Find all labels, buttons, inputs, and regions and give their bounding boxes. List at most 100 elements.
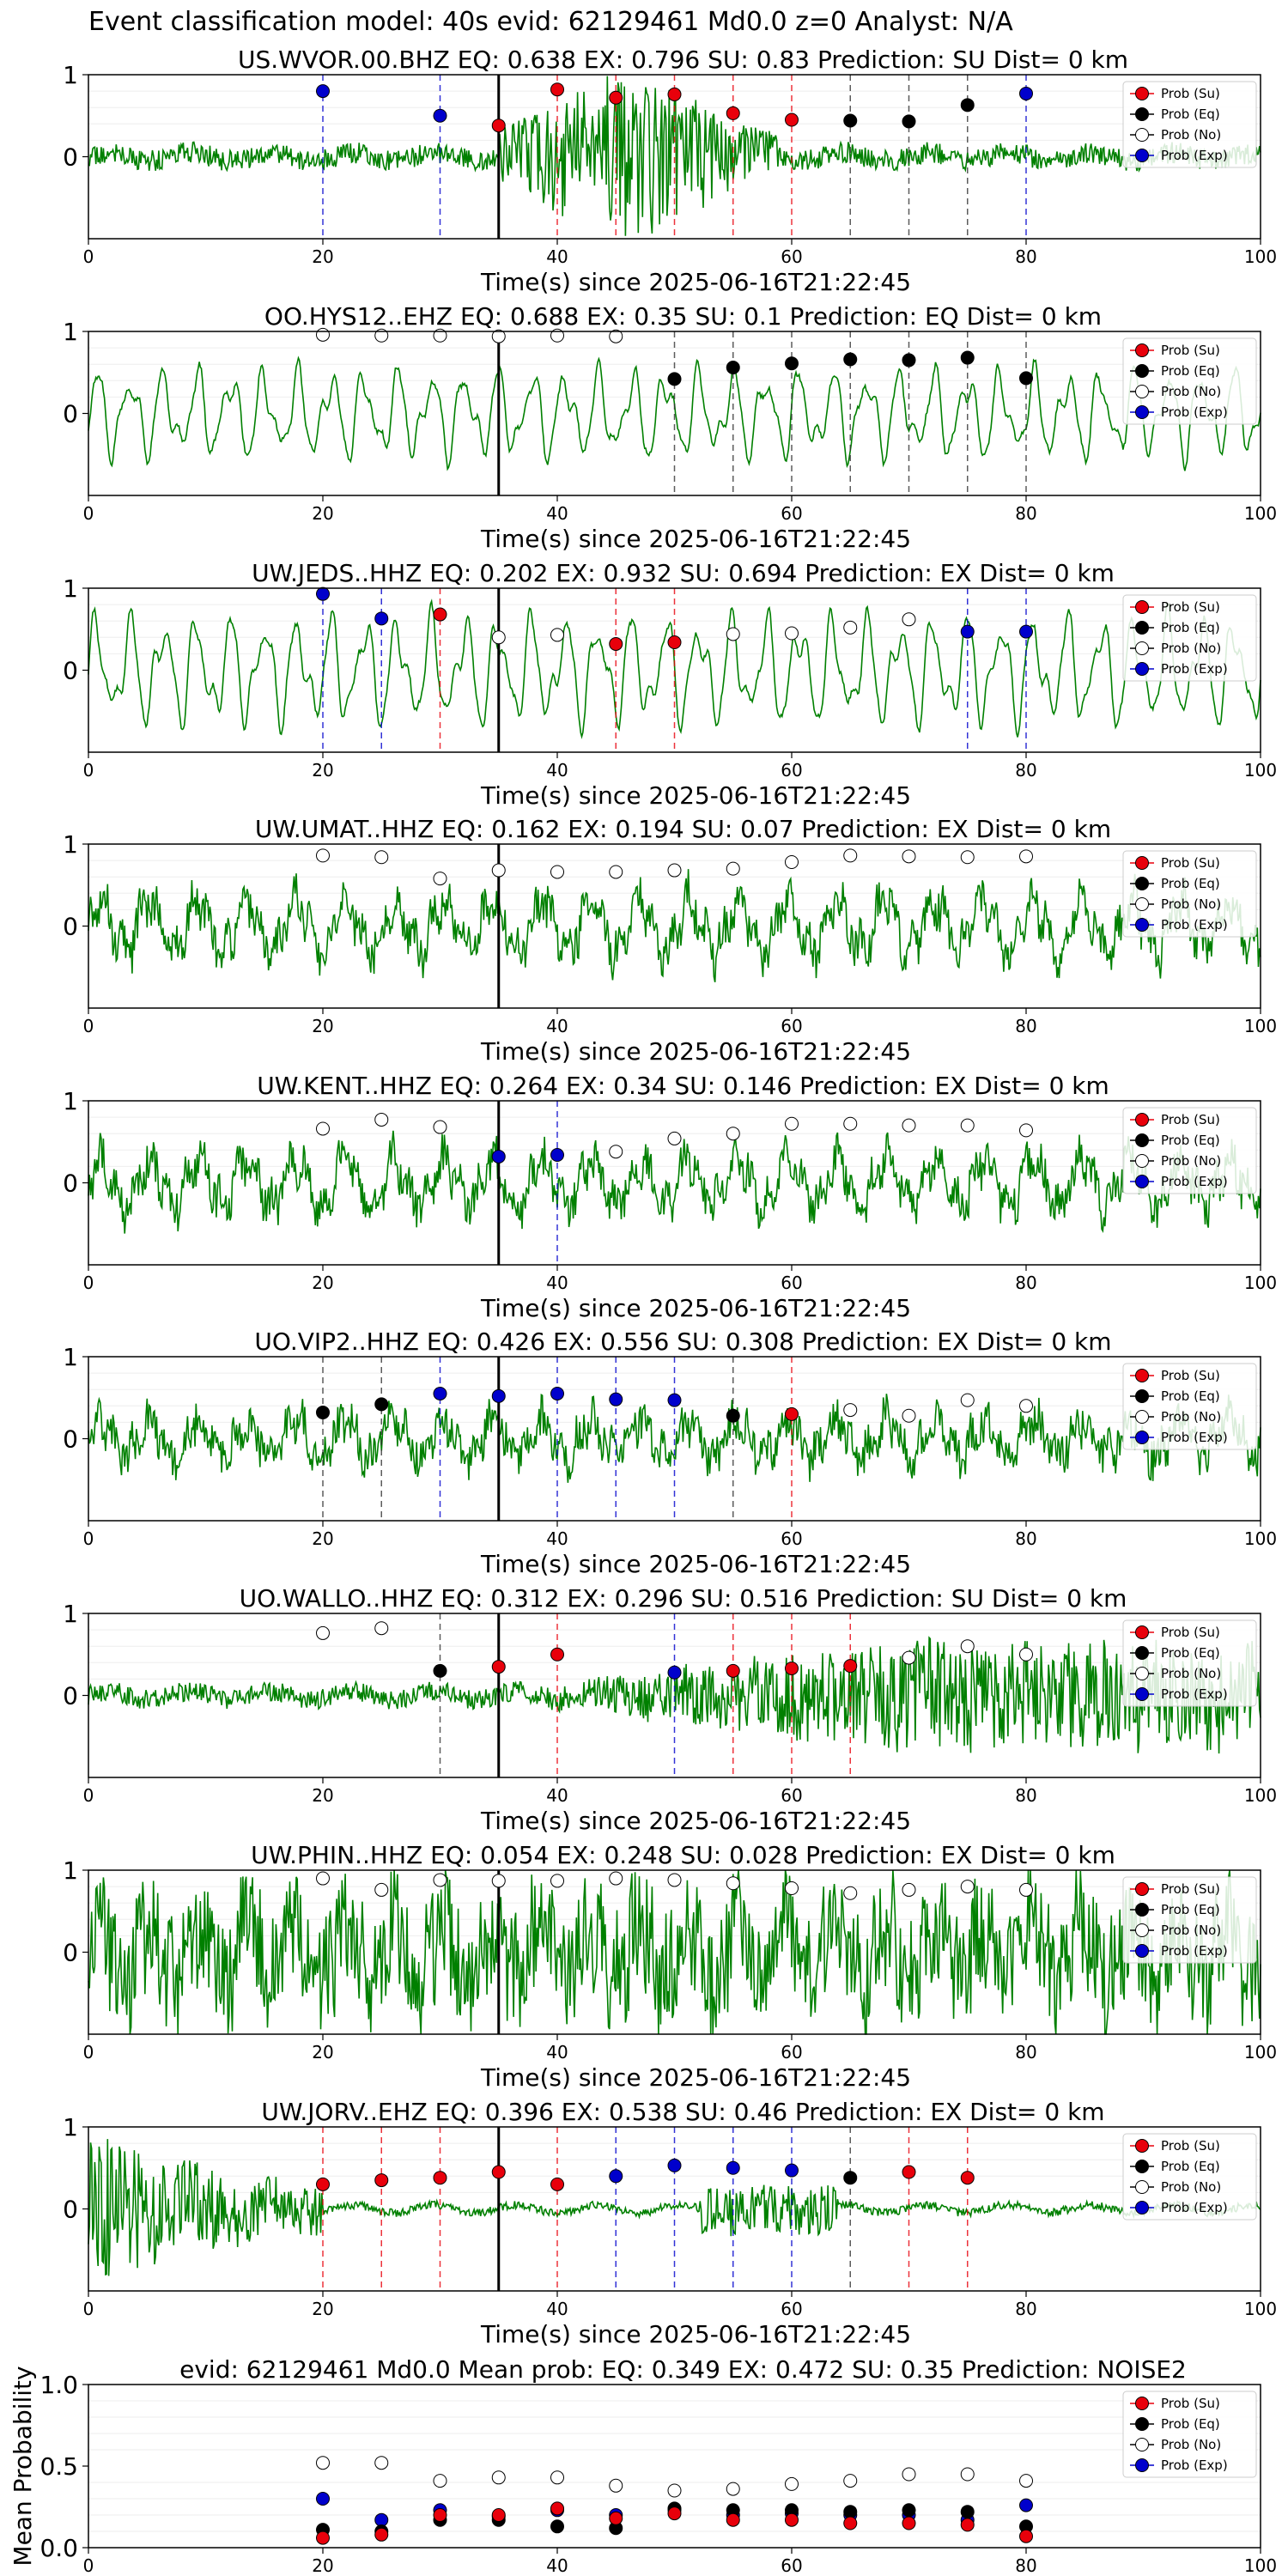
y-tick-label: 1: [63, 1856, 78, 1885]
prob-point: [902, 353, 916, 368]
x-tick-label: 60: [781, 503, 802, 524]
prob-point: [960, 1118, 975, 1133]
prob-point: [726, 106, 740, 120]
x-tick-label: 60: [781, 1785, 802, 1806]
mean-prob-point: [550, 2519, 564, 2534]
legend-marker-su: [1135, 343, 1149, 357]
legend-box: [1122, 850, 1257, 938]
legend-label-exp: Prob (Exp): [1161, 2458, 1228, 2473]
y-tick-label: 0: [63, 657, 78, 685]
legend-label-exp: Prob (Exp): [1161, 917, 1228, 933]
legend-marker-no: [1135, 1410, 1149, 1424]
prob-point: [726, 361, 740, 375]
y-tick-label: 1: [63, 1087, 78, 1115]
prob-point: [902, 849, 916, 864]
prob-point: [374, 611, 389, 626]
x-axis-label: Time(s) since 2025-06-16T21:22:45: [480, 525, 911, 553]
mean-prob-point: [316, 2492, 330, 2506]
mean-prob-point: [550, 2501, 564, 2516]
legend-marker-su: [1135, 2139, 1149, 2153]
x-tick-label: 20: [312, 2555, 333, 2576]
x-tick-label: 40: [546, 503, 568, 524]
mean-prob-point: [902, 2503, 916, 2518]
legend-label-exp: Prob (Exp): [1161, 1943, 1228, 1959]
x-tick-label: 20: [312, 1016, 333, 1036]
prob-point: [609, 1871, 623, 1886]
legend-label-no: Prob (No): [1161, 2437, 1221, 2452]
legend-label-no: Prob (No): [1161, 896, 1221, 912]
y-tick-label: 1: [63, 830, 78, 859]
prob-point: [902, 1882, 916, 1897]
axes-frame: [88, 1100, 1261, 1266]
prob-point: [785, 2163, 799, 2178]
x-tick-label: 40: [546, 1528, 568, 1549]
prob-point: [785, 356, 799, 371]
prob-point: [550, 1647, 564, 1662]
prob-point: [785, 112, 799, 127]
prob-point: [785, 1881, 799, 1896]
mean-prob-point: [726, 2482, 740, 2496]
x-tick-label: 0: [83, 1785, 94, 1806]
mean-prob-point: [667, 2506, 682, 2521]
prob-point: [491, 2165, 506, 2179]
prob-point: [902, 2165, 916, 2179]
y-axis-label: Mean Probability: [9, 2366, 37, 2566]
panel-title: UW.JEDS..HHZ EQ: 0.202 EX: 0.932 SU: 0.6…: [252, 559, 1115, 587]
x-tick-label: 100: [1244, 2299, 1277, 2319]
legend-marker-exp: [1135, 2201, 1149, 2215]
panel-9: UW.JORV..EHZ EQ: 0.396 EX: 0.538 SU: 0.4…: [63, 2098, 1277, 2348]
prob-point: [843, 1886, 858, 1900]
legend-marker-exp: [1135, 1944, 1149, 1958]
prob-point: [1019, 1882, 1033, 1897]
x-tick-label: 100: [1244, 246, 1277, 267]
x-tick-label: 100: [1244, 2555, 1277, 2576]
legend-label-exp: Prob (Exp): [1161, 404, 1228, 420]
x-tick-label: 80: [1015, 503, 1036, 524]
prob-point: [667, 1393, 682, 1407]
prob-point: [960, 98, 975, 112]
prob-point: [374, 1112, 389, 1127]
x-tick-label: 40: [546, 2555, 568, 2576]
legend-label-eq: Prob (Eq): [1161, 1133, 1220, 1148]
x-tick-label: 100: [1244, 1785, 1277, 1806]
x-tick-label: 80: [1015, 1785, 1036, 1806]
y-tick-label: 1: [63, 318, 78, 346]
x-tick-label: 60: [781, 1273, 802, 1293]
legend-marker-exp: [1135, 662, 1149, 676]
prob-point: [960, 350, 975, 365]
y-tick-label: 1: [63, 1343, 78, 1371]
x-tick-label: 80: [1015, 1528, 1036, 1549]
waveform-trace: [88, 1394, 1261, 1483]
panel-5: UW.KENT..HHZ EQ: 0.264 EX: 0.34 SU: 0.14…: [63, 1072, 1277, 1322]
legend-box: [1122, 2133, 1257, 2221]
prob-point: [550, 1874, 564, 1888]
legend-box: [1122, 2391, 1257, 2478]
prob-point: [785, 1116, 799, 1131]
prob-point: [316, 2177, 330, 2191]
mean-prob-point: [843, 2474, 858, 2488]
x-axis-label: Time(s) since 2025-06-16T21:22:45: [480, 2063, 911, 2092]
y-tick-label: 1: [63, 1600, 78, 1628]
prob-point: [609, 636, 623, 651]
legend-marker-su: [1135, 1369, 1149, 1382]
x-tick-label: 20: [312, 1273, 333, 1293]
panel-3: UW.JEDS..HHZ EQ: 0.202 EX: 0.932 SU: 0.6…: [63, 559, 1277, 810]
x-tick-label: 0: [83, 503, 94, 524]
x-tick-label: 20: [312, 503, 333, 524]
legend-label-no: Prob (No): [1161, 1666, 1221, 1681]
legend-label-no: Prob (No): [1161, 1153, 1221, 1169]
prob-point: [667, 372, 682, 386]
y-tick-label: 1: [63, 61, 78, 89]
x-tick-label: 0: [83, 1016, 94, 1036]
mean-prob-point: [726, 2512, 740, 2527]
legend-marker-eq: [1135, 107, 1149, 121]
x-tick-label: 60: [781, 2299, 802, 2319]
mean-prob-point: [843, 2505, 858, 2519]
legend-label-su: Prob (Su): [1161, 599, 1220, 615]
prob-point: [902, 1650, 916, 1665]
prob-point: [609, 1145, 623, 1159]
y-tick-label: 0: [63, 1682, 78, 1710]
legend-box: [1122, 337, 1257, 425]
legend-label-exp: Prob (Exp): [1161, 148, 1228, 163]
prob-point: [550, 865, 564, 879]
